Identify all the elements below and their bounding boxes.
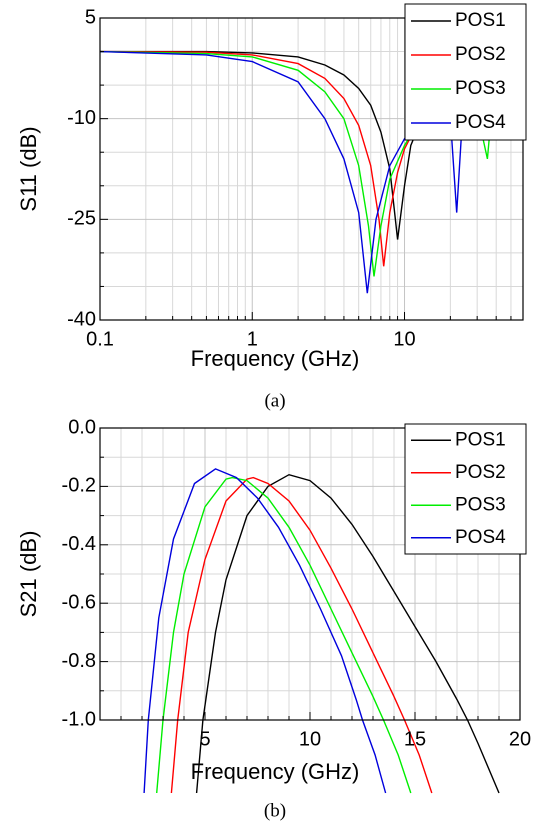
y-axis-label: S11 (dB): [16, 126, 41, 211]
legend: POS1 POS2 POS3 POS4: [404, 3, 527, 141]
y-tick-label: -10: [67, 107, 96, 129]
legend-label: POS3: [455, 78, 506, 99]
legend-label: POS2: [455, 44, 506, 65]
y-tick-label: 0.0: [68, 416, 96, 438]
x-tick-label: 10: [299, 728, 321, 750]
y-tick-label: 5: [85, 6, 96, 28]
x-tick-label: 1: [247, 328, 258, 350]
series-line: [99, 50, 478, 294]
x-tick-label: 5: [199, 728, 210, 750]
legend-label: POS4: [455, 527, 506, 548]
plot-frame: [99, 17, 524, 321]
series-line: [156, 476, 412, 794]
x-tick-label: 10: [393, 328, 415, 350]
x-axis-label: Frequency (GHz): [191, 759, 360, 784]
x-tick-label: 20: [509, 728, 531, 750]
y-tick-label: -40: [67, 308, 96, 330]
legend: POS1 POS2 POS3 POS4: [404, 423, 527, 555]
x-tick-label: 15: [404, 728, 426, 750]
legend-label: POS1: [455, 10, 506, 31]
legend-label: POS3: [455, 494, 506, 515]
series-line: [170, 476, 433, 794]
y-tick-label: -0.2: [62, 475, 96, 497]
y-tick-label: -1.0: [62, 708, 96, 730]
x-tick-label: 0.1: [86, 328, 114, 350]
caption: (b): [264, 800, 286, 821]
caption: (a): [264, 390, 285, 411]
y-tick-label: -0.4: [62, 533, 96, 555]
series-line: [195, 473, 500, 794]
series-line: [143, 468, 387, 794]
legend-label: POS4: [455, 112, 506, 133]
legend-box: [404, 3, 527, 141]
y-tick-label: -0.8: [62, 650, 96, 672]
y-tick-label: -25: [67, 208, 96, 230]
y-tick-label: -0.6: [62, 591, 96, 613]
legend-box: [404, 423, 527, 555]
x-axis-label: Frequency (GHz): [191, 346, 360, 371]
legend-label: POS1: [455, 429, 506, 450]
legend-label: POS2: [455, 462, 506, 483]
y-axis-label: S21 (dB): [16, 531, 41, 618]
